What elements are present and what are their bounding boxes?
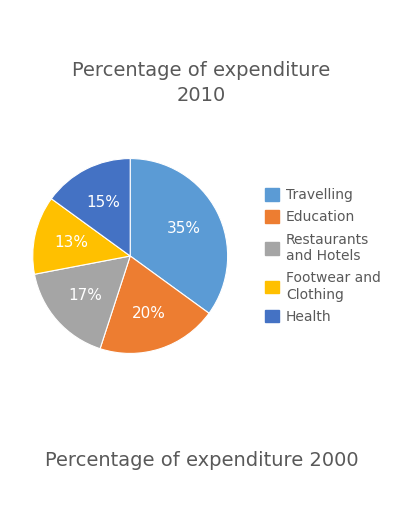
Text: Percentage of expenditure
2010: Percentage of expenditure 2010 xyxy=(73,61,331,105)
Wedge shape xyxy=(33,199,130,274)
Text: 35%: 35% xyxy=(167,221,201,236)
Wedge shape xyxy=(51,159,130,256)
Wedge shape xyxy=(130,159,228,313)
Legend: Travelling, Education, Restaurants
and Hotels, Footwear and
Clothing, Health: Travelling, Education, Restaurants and H… xyxy=(264,187,382,325)
Text: 15%: 15% xyxy=(86,195,120,210)
Text: Percentage of expenditure 2000: Percentage of expenditure 2000 xyxy=(45,451,358,471)
Text: 20%: 20% xyxy=(132,306,166,321)
Text: 17%: 17% xyxy=(68,288,102,304)
Wedge shape xyxy=(100,256,209,353)
Text: 13%: 13% xyxy=(54,236,88,250)
Wedge shape xyxy=(34,256,130,349)
